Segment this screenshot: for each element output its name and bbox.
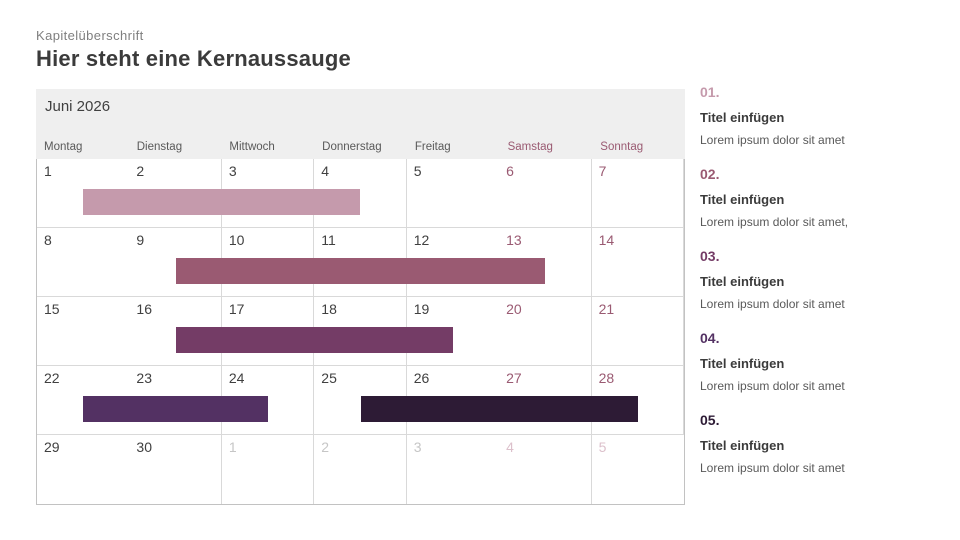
weekday-label: Mittwoch	[229, 141, 275, 153]
calendar: Juni 2026 Montag Dienstag Mittwoch Donnerst…	[36, 89, 685, 505]
legend-item-05: 05. Titel einfügen Lorem ipsum dolor sit a…	[700, 412, 952, 475]
calendar-day-cell: 29	[44, 439, 60, 455]
calendar-header: Juni 2026 Montag Dienstag Mittwoch Donnerst…	[36, 89, 685, 159]
calendar-grid: 1 2 3 4 5 6 7 8 9 10 11 12 13 14 15 16 17 18 19 20 21 22 23 24 2…	[36, 159, 685, 505]
month-label: Juni 2026	[45, 98, 111, 115]
event-bar-04	[83, 396, 269, 422]
page-title: Hier steht eine Kernaussauge	[36, 46, 351, 71]
weekday-label: Montag	[44, 141, 83, 153]
calendar-day-cell: 13	[499, 228, 592, 296]
event-bar-01	[83, 189, 361, 215]
legend-item-title: Titel einfügen	[700, 110, 785, 125]
calendar-day-cell: 26	[413, 370, 430, 386]
calendar-day-cell: 30	[129, 435, 222, 504]
calendar-day-cell: 12	[413, 232, 430, 248]
legend-sidebar: 01. Titel einfügen Lorem ipsum dolor sit a…	[700, 84, 952, 494]
legend-item-text: Lorem ipsum dolor sit amet	[700, 297, 845, 311]
weekday-label: Donnerstag	[322, 141, 382, 153]
calendar-day-cell: 15	[44, 301, 60, 317]
weekday-label: Dienstag	[136, 141, 183, 153]
calendar-week-row: 29 30 1 2 3 4 5	[37, 435, 684, 504]
legend-item-text: Lorem ipsum dolor sit amet,	[700, 215, 849, 229]
legend-item-number: 04.	[700, 330, 720, 346]
calendar-day-cell: 2	[314, 435, 407, 504]
calendar-day-cell: 21	[592, 297, 684, 365]
legend-item-number: 05.	[700, 412, 720, 428]
calendar-day-cell: 28	[592, 366, 684, 434]
calendar-week-row: 15 16 17 18 19 20 21	[37, 297, 684, 366]
calendar-week-row: 8 9 10 11 12 13 14	[37, 228, 684, 297]
calendar-day-cell: 7	[592, 159, 684, 227]
calendar-day-cell: 4	[499, 435, 592, 504]
event-bar-05	[360, 396, 638, 422]
calendar-day-cell: 20	[499, 297, 592, 365]
legend-item-01: 01. Titel einfügen Lorem ipsum dolor sit a…	[700, 84, 952, 147]
legend-item-title: Titel einfügen	[700, 356, 785, 371]
calendar-day-cell: 4	[314, 159, 407, 227]
legend-item-title: Titel einfügen	[700, 274, 785, 289]
calendar-day-cell: 14	[592, 228, 684, 296]
calendar-day-cell: 5	[413, 163, 422, 179]
legend-item-02: 02. Titel einfügen Lorem ipsum dolor sit a…	[700, 166, 952, 229]
calendar-day-cell: 24	[222, 366, 315, 434]
calendar-day-cell: 19	[413, 301, 430, 317]
weekday-label: Freitag	[414, 141, 451, 153]
legend-item-title: Titel einfügen	[700, 192, 785, 207]
calendar-day-cell: 1	[44, 163, 52, 179]
legend-item-number: 03.	[700, 248, 720, 264]
chapter-heading: Kapitelüberschrift	[36, 28, 144, 43]
calendar-day-cell: 22	[44, 370, 60, 386]
legend-item-text: Lorem ipsum dolor sit amet	[700, 461, 845, 475]
legend-item-03: 03. Titel einfügen Lorem ipsum dolor sit a…	[700, 248, 952, 311]
weekday-label: Sonntag	[600, 141, 644, 153]
calendar-day-cell: 6	[499, 159, 592, 227]
legend-item-text: Lorem ipsum dolor sit amet	[700, 133, 845, 147]
event-bar-02	[175, 258, 546, 284]
event-bar-03	[175, 327, 453, 353]
calendar-week-row: 22 23 24 25 26 27 28	[37, 366, 684, 435]
legend-item-number: 01.	[700, 84, 720, 100]
legend-item-title: Titel einfügen	[700, 438, 785, 453]
calendar-day-cell: 3	[413, 439, 422, 455]
calendar-day-cell: 1	[222, 435, 315, 504]
legend-item-text: Lorem ipsum dolor sit amet	[700, 379, 845, 393]
legend-item-number: 02.	[700, 166, 720, 182]
calendar-day-cell: 5	[598, 439, 607, 455]
calendar-day-cell: 8	[44, 232, 52, 248]
legend-item-04: 04. Titel einfügen Lorem ipsum dolor sit a…	[700, 330, 952, 393]
weekday-label: Samstag	[507, 141, 553, 153]
weekday-header-row: Montag Dienstag Mittwoch Donnerstag Freitag S…	[36, 141, 685, 153]
